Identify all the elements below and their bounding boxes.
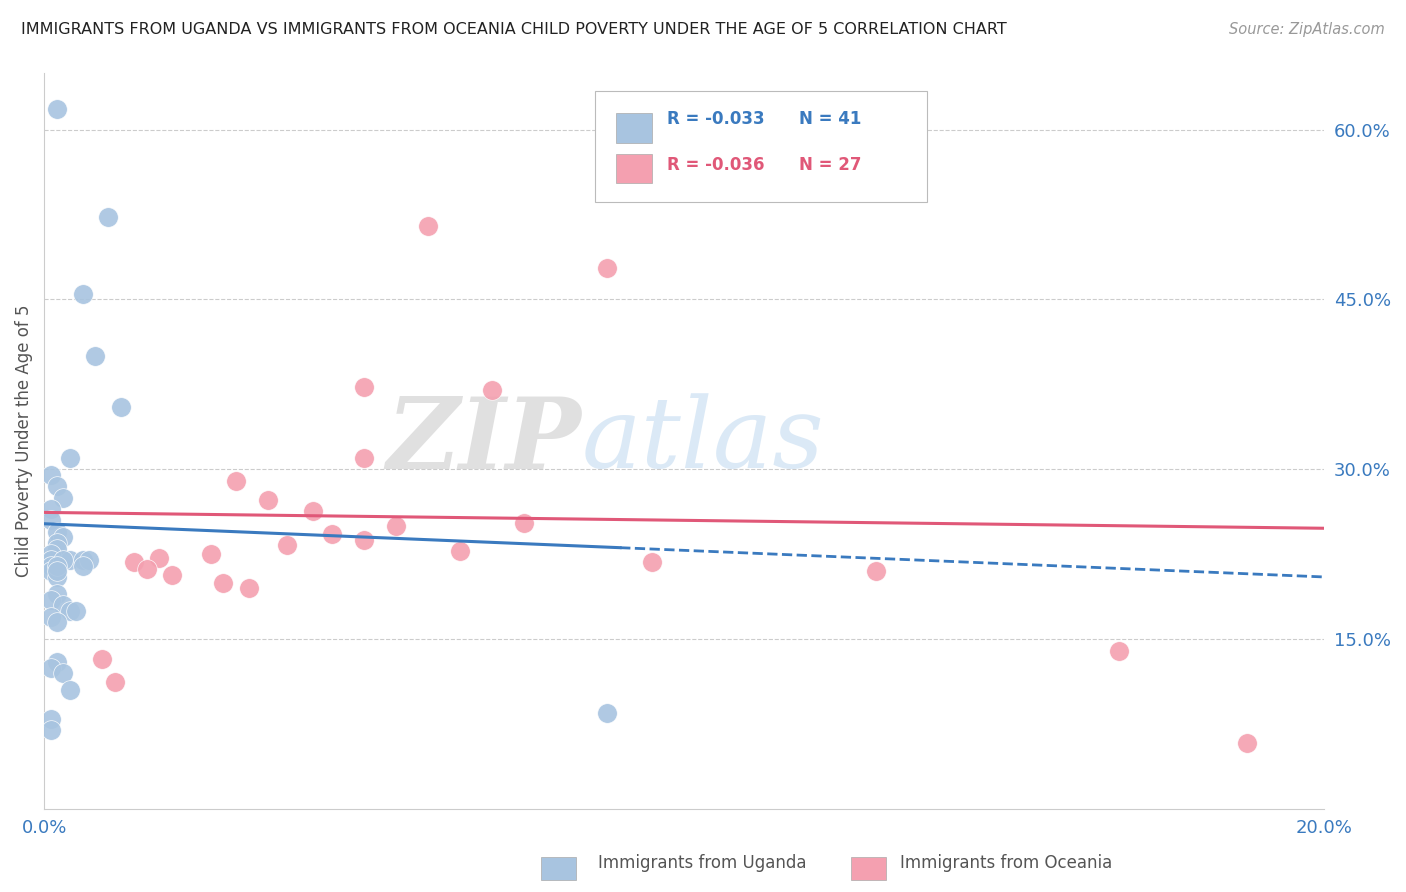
Point [59, 683, 82, 698]
Point [72, 286, 94, 301]
Point [39, 592, 62, 607]
Point [77, 553, 100, 567]
Point [481, 383, 503, 397]
Point [353, 380, 375, 394]
Point [513, 516, 536, 530]
Point [52, 491, 75, 505]
Text: Immigrants from Uganda: Immigrants from Uganda [598, 855, 806, 872]
Point [59, 451, 82, 466]
Point [39, 712, 62, 726]
Point [39, 502, 62, 516]
Text: N = 41: N = 41 [800, 110, 862, 128]
Point [45, 536, 67, 550]
Point [45, 655, 67, 669]
Point [45, 587, 67, 601]
Text: R = -0.033: R = -0.033 [668, 110, 765, 128]
Text: Source: ZipAtlas.com: Source: ZipAtlas.com [1229, 22, 1385, 37]
Point [39, 468, 62, 483]
Point [225, 474, 247, 488]
Point [641, 555, 664, 569]
Point [353, 533, 375, 547]
Point [39, 558, 62, 573]
Point [212, 575, 235, 590]
FancyBboxPatch shape [595, 91, 928, 202]
Point [72, 553, 94, 567]
Point [72, 558, 94, 573]
Y-axis label: Child Poverty Under the Age of 5: Child Poverty Under the Age of 5 [15, 305, 32, 577]
Point [596, 260, 619, 275]
Point [110, 400, 132, 414]
Point [302, 504, 325, 518]
Point [39, 553, 62, 567]
Point [39, 513, 62, 527]
Point [321, 527, 343, 541]
Text: atlas: atlas [582, 393, 824, 489]
Point [84, 349, 107, 363]
Point [59, 604, 82, 618]
Point [45, 479, 67, 493]
Point [596, 706, 619, 720]
Point [52, 553, 75, 567]
Point [276, 538, 298, 552]
Point [52, 599, 75, 613]
Point [1108, 643, 1130, 657]
Point [39, 564, 62, 578]
Text: R = -0.036: R = -0.036 [668, 156, 765, 174]
Point [122, 555, 145, 569]
Point [45, 558, 67, 573]
Point [45, 615, 67, 630]
Point [97, 210, 120, 224]
Point [45, 102, 67, 116]
Point [59, 553, 82, 567]
Point [52, 530, 75, 544]
Point [39, 660, 62, 674]
Point [148, 550, 170, 565]
Point [45, 564, 67, 578]
Point [90, 651, 112, 665]
Point [385, 519, 408, 533]
Point [39, 547, 62, 561]
Text: N = 27: N = 27 [800, 156, 862, 174]
Point [1236, 736, 1258, 750]
FancyBboxPatch shape [616, 113, 652, 143]
Text: Immigrants from Oceania: Immigrants from Oceania [900, 855, 1112, 872]
Point [160, 567, 183, 582]
Point [449, 544, 471, 558]
Point [257, 492, 280, 507]
Point [865, 564, 887, 578]
Point [65, 604, 87, 618]
Point [103, 675, 125, 690]
Point [238, 582, 260, 596]
Point [45, 541, 67, 556]
Point [39, 723, 62, 737]
Point [45, 570, 67, 584]
Text: IMMIGRANTS FROM UGANDA VS IMMIGRANTS FROM OCEANIA CHILD POVERTY UNDER THE AGE OF: IMMIGRANTS FROM UGANDA VS IMMIGRANTS FRO… [21, 22, 1007, 37]
Point [416, 219, 439, 233]
Point [45, 524, 67, 539]
Text: ZIP: ZIP [387, 392, 582, 490]
Point [135, 562, 157, 576]
Point [200, 547, 222, 561]
Point [52, 666, 75, 681]
Point [353, 451, 375, 466]
Point [39, 609, 62, 624]
FancyBboxPatch shape [616, 154, 652, 184]
